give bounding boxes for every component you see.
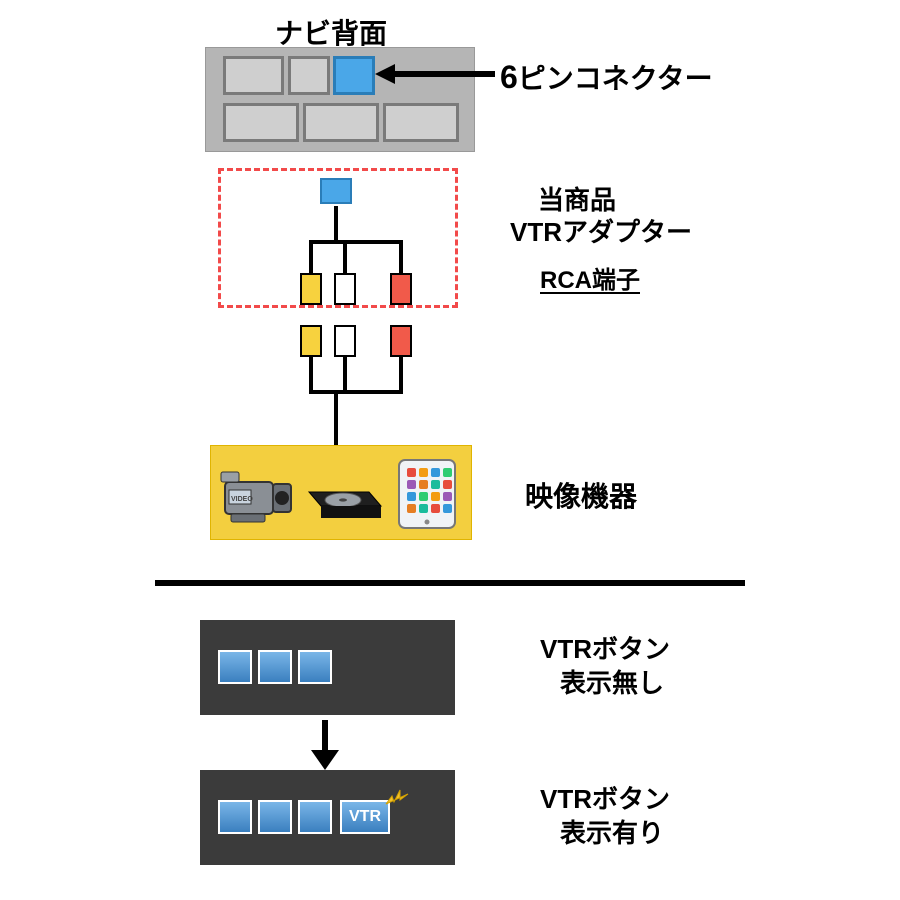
tablet-icon: [395, 456, 459, 532]
vtr-yes-label: VTRボタン 表示有り: [540, 783, 670, 851]
wire: [343, 240, 347, 273]
wire: [309, 240, 313, 273]
screen-button: [258, 650, 292, 684]
pin-number: 6: [500, 59, 518, 95]
wire: [334, 206, 338, 240]
wire: [399, 240, 403, 273]
svg-text:VIDEO: VIDEO: [231, 496, 253, 503]
wire: [309, 390, 403, 394]
arrow-stem: [322, 720, 328, 754]
vtr-none-label: VTRボタン 表示無し: [540, 633, 670, 701]
screen-button: [218, 650, 252, 684]
wire: [343, 357, 347, 390]
wire: [399, 357, 403, 390]
rca-white: [334, 325, 356, 357]
spark-icon: [384, 786, 410, 808]
screen-button: [218, 800, 252, 834]
product-label-2: VTRアダプター: [510, 212, 692, 249]
panel-slot: [226, 59, 281, 92]
panel-slot: [291, 59, 327, 92]
panel-slot-6pin: [336, 59, 372, 92]
screen-button: [298, 800, 332, 834]
rca-white: [334, 273, 356, 305]
panel-slot: [306, 106, 376, 139]
rca-yellow: [300, 325, 322, 357]
nav-screen-before: [200, 620, 455, 715]
divider: [155, 580, 745, 586]
wire: [309, 357, 313, 390]
rca-label: RCA端子: [540, 260, 640, 295]
pin-connector-text: ピンコネクター: [518, 63, 713, 94]
pin-connector-label: 6ピンコネクター: [500, 57, 713, 97]
rca-yellow: [300, 273, 322, 305]
vtr-button: VTR: [340, 800, 390, 834]
vtr-none-line1: VTRボタン: [540, 633, 670, 667]
vtr-yes-line1: VTRボタン: [540, 783, 670, 817]
camcorder-icon: VIDEO: [219, 460, 297, 526]
screen-button: [298, 650, 332, 684]
rca-red: [390, 325, 412, 357]
panel-slot: [226, 106, 296, 139]
video-device-label: 映像機器: [525, 475, 637, 515]
wire: [309, 240, 403, 244]
nav-screen-after: VTR: [200, 770, 455, 865]
rca-red: [390, 273, 412, 305]
navi-back-label: ナビ背面: [275, 12, 387, 52]
arrow-down-icon: [311, 750, 339, 770]
vtr-yes-line2: 表示有り: [554, 817, 670, 851]
wire: [334, 390, 338, 445]
screen-button: [258, 800, 292, 834]
panel-slot: [386, 106, 456, 139]
vtr-none-line2: 表示無し: [554, 667, 670, 701]
pin-arrow-icon: [373, 60, 497, 88]
video-device-box: VIDEO: [210, 445, 472, 540]
dvd-player-icon: [303, 472, 387, 526]
adapter-connector: [320, 178, 352, 204]
